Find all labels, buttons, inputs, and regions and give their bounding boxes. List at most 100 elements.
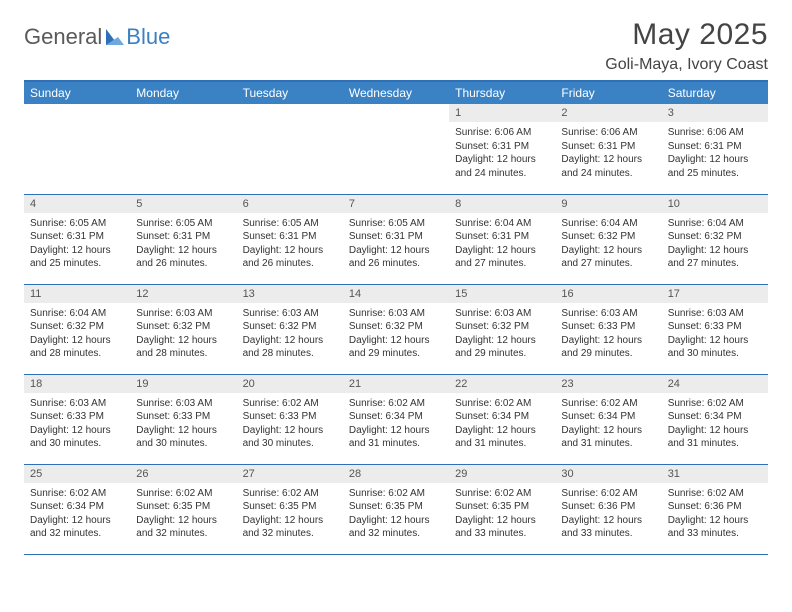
day-info: Sunrise: 6:03 AMSunset: 6:32 PMDaylight:…: [130, 303, 236, 365]
day-info: Sunrise: 6:04 AMSunset: 6:32 PMDaylight:…: [662, 213, 768, 275]
calendar-cell: ..: [343, 104, 449, 194]
day-number: 28: [343, 465, 449, 483]
calendar-row: 18Sunrise: 6:03 AMSunset: 6:33 PMDayligh…: [24, 374, 768, 464]
calendar-cell: 26Sunrise: 6:02 AMSunset: 6:35 PMDayligh…: [130, 464, 236, 554]
calendar-cell: 10Sunrise: 6:04 AMSunset: 6:32 PMDayligh…: [662, 194, 768, 284]
day-number: 11: [24, 285, 130, 303]
day-info: Sunrise: 6:03 AMSunset: 6:32 PMDaylight:…: [237, 303, 343, 365]
day-info: Sunrise: 6:02 AMSunset: 6:33 PMDaylight:…: [237, 393, 343, 455]
calendar-cell: ..: [237, 104, 343, 194]
day-number: 2: [555, 104, 661, 122]
calendar-cell: ..: [130, 104, 236, 194]
day-info: Sunrise: 6:02 AMSunset: 6:35 PMDaylight:…: [343, 483, 449, 545]
col-wednesday: Wednesday: [343, 81, 449, 104]
calendar-cell: 17Sunrise: 6:03 AMSunset: 6:33 PMDayligh…: [662, 284, 768, 374]
day-info: Sunrise: 6:04 AMSunset: 6:32 PMDaylight:…: [24, 303, 130, 365]
day-info: Sunrise: 6:02 AMSunset: 6:35 PMDaylight:…: [237, 483, 343, 545]
col-friday: Friday: [555, 81, 661, 104]
day-info: Sunrise: 6:02 AMSunset: 6:35 PMDaylight:…: [130, 483, 236, 545]
day-number: 20: [237, 375, 343, 393]
day-info: Sunrise: 6:02 AMSunset: 6:36 PMDaylight:…: [555, 483, 661, 545]
day-number: 29: [449, 465, 555, 483]
day-info: Sunrise: 6:05 AMSunset: 6:31 PMDaylight:…: [343, 213, 449, 275]
day-info: Sunrise: 6:02 AMSunset: 6:34 PMDaylight:…: [24, 483, 130, 545]
day-number: 8: [449, 195, 555, 213]
brand-word-1: General: [24, 24, 102, 50]
calendar-cell: 24Sunrise: 6:02 AMSunset: 6:34 PMDayligh…: [662, 374, 768, 464]
day-number: 16: [555, 285, 661, 303]
day-info: Sunrise: 6:06 AMSunset: 6:31 PMDaylight:…: [662, 122, 768, 184]
calendar-cell: 9Sunrise: 6:04 AMSunset: 6:32 PMDaylight…: [555, 194, 661, 284]
calendar-cell: 18Sunrise: 6:03 AMSunset: 6:33 PMDayligh…: [24, 374, 130, 464]
weekday-header-row: Sunday Monday Tuesday Wednesday Thursday…: [24, 81, 768, 104]
day-number: 15: [449, 285, 555, 303]
calendar-table: Sunday Monday Tuesday Wednesday Thursday…: [24, 80, 768, 555]
day-info: Sunrise: 6:02 AMSunset: 6:35 PMDaylight:…: [449, 483, 555, 545]
calendar-cell: 12Sunrise: 6:03 AMSunset: 6:32 PMDayligh…: [130, 284, 236, 374]
calendar-cell: 29Sunrise: 6:02 AMSunset: 6:35 PMDayligh…: [449, 464, 555, 554]
calendar-cell: 13Sunrise: 6:03 AMSunset: 6:32 PMDayligh…: [237, 284, 343, 374]
day-info: Sunrise: 6:06 AMSunset: 6:31 PMDaylight:…: [449, 122, 555, 184]
brand-word-2: Blue: [126, 24, 170, 50]
calendar-cell: 28Sunrise: 6:02 AMSunset: 6:35 PMDayligh…: [343, 464, 449, 554]
day-info: Sunrise: 6:05 AMSunset: 6:31 PMDaylight:…: [237, 213, 343, 275]
calendar-body: ........1Sunrise: 6:06 AMSunset: 6:31 PM…: [24, 104, 768, 554]
calendar-row: 11Sunrise: 6:04 AMSunset: 6:32 PMDayligh…: [24, 284, 768, 374]
day-info: Sunrise: 6:03 AMSunset: 6:32 PMDaylight:…: [343, 303, 449, 365]
calendar-cell: 8Sunrise: 6:04 AMSunset: 6:31 PMDaylight…: [449, 194, 555, 284]
calendar-cell: 16Sunrise: 6:03 AMSunset: 6:33 PMDayligh…: [555, 284, 661, 374]
sail-icon: [104, 27, 126, 47]
day-number: 4: [24, 195, 130, 213]
day-info: Sunrise: 6:02 AMSunset: 6:34 PMDaylight:…: [343, 393, 449, 455]
day-info: Sunrise: 6:03 AMSunset: 6:32 PMDaylight:…: [449, 303, 555, 365]
month-title: May 2025: [605, 18, 768, 52]
day-number: 31: [662, 465, 768, 483]
title-block: May 2025 Goli-Maya, Ivory Coast: [605, 18, 768, 74]
calendar-page: General Blue May 2025 Goli-Maya, Ivory C…: [0, 0, 792, 555]
day-info: Sunrise: 6:02 AMSunset: 6:34 PMDaylight:…: [662, 393, 768, 455]
calendar-cell: 19Sunrise: 6:03 AMSunset: 6:33 PMDayligh…: [130, 374, 236, 464]
page-header: General Blue May 2025 Goli-Maya, Ivory C…: [24, 18, 768, 74]
day-number: 30: [555, 465, 661, 483]
day-info: Sunrise: 6:04 AMSunset: 6:31 PMDaylight:…: [449, 213, 555, 275]
day-info: Sunrise: 6:05 AMSunset: 6:31 PMDaylight:…: [130, 213, 236, 275]
location-label: Goli-Maya, Ivory Coast: [605, 56, 768, 74]
day-info: Sunrise: 6:05 AMSunset: 6:31 PMDaylight:…: [24, 213, 130, 275]
day-info: Sunrise: 6:04 AMSunset: 6:32 PMDaylight:…: [555, 213, 661, 275]
calendar-cell: 4Sunrise: 6:05 AMSunset: 6:31 PMDaylight…: [24, 194, 130, 284]
calendar-cell: 3Sunrise: 6:06 AMSunset: 6:31 PMDaylight…: [662, 104, 768, 194]
calendar-cell: 23Sunrise: 6:02 AMSunset: 6:34 PMDayligh…: [555, 374, 661, 464]
day-number: 13: [237, 285, 343, 303]
calendar-cell: 7Sunrise: 6:05 AMSunset: 6:31 PMDaylight…: [343, 194, 449, 284]
day-info: Sunrise: 6:03 AMSunset: 6:33 PMDaylight:…: [130, 393, 236, 455]
day-info: Sunrise: 6:02 AMSunset: 6:34 PMDaylight:…: [555, 393, 661, 455]
col-tuesday: Tuesday: [237, 81, 343, 104]
day-number: 18: [24, 375, 130, 393]
calendar-cell: ..: [24, 104, 130, 194]
calendar-cell: 27Sunrise: 6:02 AMSunset: 6:35 PMDayligh…: [237, 464, 343, 554]
day-number: 6: [237, 195, 343, 213]
calendar-cell: 11Sunrise: 6:04 AMSunset: 6:32 PMDayligh…: [24, 284, 130, 374]
day-info: Sunrise: 6:06 AMSunset: 6:31 PMDaylight:…: [555, 122, 661, 184]
col-saturday: Saturday: [662, 81, 768, 104]
calendar-cell: 20Sunrise: 6:02 AMSunset: 6:33 PMDayligh…: [237, 374, 343, 464]
day-number: 10: [662, 195, 768, 213]
col-monday: Monday: [130, 81, 236, 104]
calendar-row: 25Sunrise: 6:02 AMSunset: 6:34 PMDayligh…: [24, 464, 768, 554]
day-number: 21: [343, 375, 449, 393]
day-number: 27: [237, 465, 343, 483]
day-info: Sunrise: 6:03 AMSunset: 6:33 PMDaylight:…: [662, 303, 768, 365]
calendar-cell: 15Sunrise: 6:03 AMSunset: 6:32 PMDayligh…: [449, 284, 555, 374]
day-number: 23: [555, 375, 661, 393]
day-number: 9: [555, 195, 661, 213]
calendar-cell: 25Sunrise: 6:02 AMSunset: 6:34 PMDayligh…: [24, 464, 130, 554]
day-number: 14: [343, 285, 449, 303]
day-number: 3: [662, 104, 768, 122]
day-number: 26: [130, 465, 236, 483]
day-number: 22: [449, 375, 555, 393]
day-number: 5: [130, 195, 236, 213]
calendar-cell: 14Sunrise: 6:03 AMSunset: 6:32 PMDayligh…: [343, 284, 449, 374]
calendar-cell: 21Sunrise: 6:02 AMSunset: 6:34 PMDayligh…: [343, 374, 449, 464]
day-info: Sunrise: 6:03 AMSunset: 6:33 PMDaylight:…: [24, 393, 130, 455]
calendar-row: 4Sunrise: 6:05 AMSunset: 6:31 PMDaylight…: [24, 194, 768, 284]
